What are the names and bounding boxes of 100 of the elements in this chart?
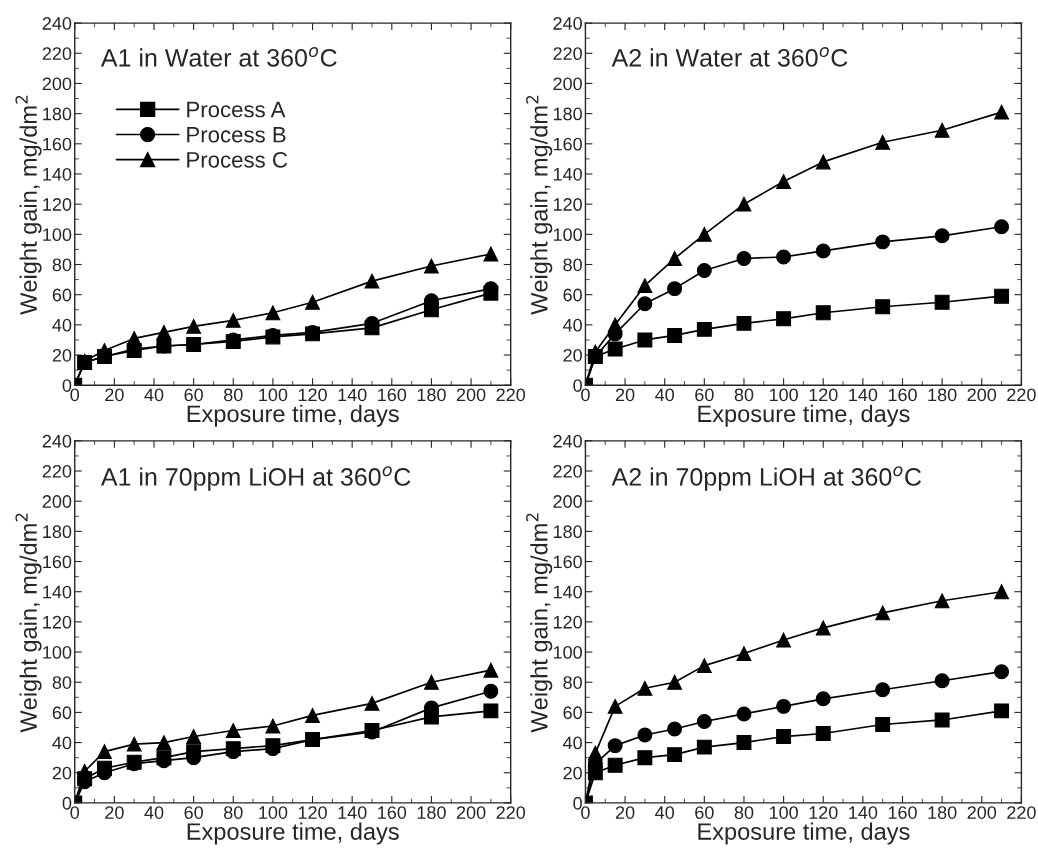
y-tick-label: 180 — [43, 525, 72, 539]
x-axis-title: Exposure time, days — [187, 404, 399, 427]
y-tick-label: 60 — [52, 288, 72, 302]
x-tick-label: 100 — [259, 806, 288, 819]
x-tick-label: 140 — [849, 806, 878, 819]
x-tick-label: 0 — [70, 806, 80, 819]
x-tick-label: 20 — [105, 806, 124, 819]
x-tick-label: 200 — [456, 388, 486, 402]
x-tick-label: 200 — [456, 806, 486, 819]
text: A1 in 70ppm LiOH at 360$^{o}$C — [100, 466, 411, 491]
y-tick-label: 100 — [553, 228, 582, 242]
x-tick-label: 20 — [615, 806, 635, 819]
y-tick-label: 220 — [553, 47, 582, 61]
x-tick-label: 220 — [1007, 388, 1036, 402]
y-tick-label: 180 — [553, 107, 582, 121]
y-tick-label: 0 — [62, 379, 72, 392]
x-tick-label: 120 — [809, 806, 838, 819]
x-tick-label: 60 — [695, 388, 714, 402]
y-tick-label: 60 — [52, 706, 72, 720]
x-axis-title: Exposure time, days — [187, 822, 399, 845]
y-tick-label: 180 — [553, 525, 582, 539]
y-tick-label: 80 — [52, 258, 72, 272]
x-tick-label: 160 — [378, 388, 407, 402]
x-tick-label: 120 — [809, 388, 838, 402]
x-tick-label: 80 — [734, 806, 754, 819]
x-tick-label: 20 — [615, 388, 635, 402]
y-tick-label: 120 — [43, 198, 72, 211]
x-tick-label: 200 — [967, 806, 997, 819]
text: A2 in 70ppm LiOH at 360$^{o}$C — [611, 466, 922, 491]
x-tick-label: 220 — [1007, 806, 1036, 819]
x-tick-label: 180 — [928, 388, 957, 402]
y-tick-label: 220 — [42, 47, 72, 61]
x-tick-label: 200 — [967, 388, 997, 402]
y-tick-label: 140 — [43, 585, 72, 599]
y-tick-label: 160 — [43, 137, 72, 151]
x-tick-label: 40 — [144, 806, 164, 819]
x-tick-label: 120 — [298, 806, 327, 819]
y-tick-label: 200 — [553, 77, 582, 91]
y-tick-label: 160 — [553, 555, 582, 569]
y-tick-label: 140 — [553, 167, 582, 181]
y-tick-label: 120 — [43, 615, 72, 629]
y-tick-label: 40 — [52, 318, 72, 332]
y-tick-label: 120 — [553, 615, 582, 629]
x-tick-label: 180 — [417, 806, 446, 819]
x-tick-label: 180 — [417, 388, 446, 402]
x-tick-label: 120 — [298, 388, 327, 402]
y-axis-title: Weight gain, mg/dm$^{2}$ — [15, 513, 42, 733]
y-tick-label: 160 — [43, 555, 72, 569]
y-tick-label: 80 — [52, 676, 72, 689]
x-tick-label: 40 — [655, 806, 675, 819]
y-axis-title: Weight gain, mg/dm$^{2}$ — [526, 513, 553, 733]
y-tick-label: 0 — [62, 796, 72, 810]
y-tick-label: 200 — [553, 495, 582, 508]
x-tick-label: 80 — [224, 388, 243, 402]
x-tick-label: 40 — [655, 388, 675, 402]
x-tick-label: 140 — [338, 388, 367, 402]
x-tick-label: 60 — [184, 806, 203, 819]
x-tick-label: 80 — [224, 806, 243, 819]
x-tick-label: 140 — [338, 806, 367, 819]
y-axis-title: Weight gain, mg/dm$^{2}$ — [526, 95, 553, 315]
y-tick-label: 40 — [562, 318, 582, 332]
x-tick-label: 220 — [496, 806, 526, 819]
y-tick-label: 80 — [563, 676, 582, 689]
y-tick-label: 0 — [573, 379, 582, 392]
y-tick-label: 240 — [42, 17, 72, 30]
legend-label: Process C — [187, 151, 288, 168]
x-tick-label: 60 — [695, 806, 714, 819]
y-tick-label: 20 — [52, 348, 72, 362]
y-tick-label: 20 — [52, 766, 72, 780]
y-tick-label: 160 — [553, 137, 582, 151]
x-tick-label: 100 — [769, 806, 798, 819]
y-tick-label: 40 — [52, 736, 72, 750]
x-tick-label: 80 — [734, 388, 754, 402]
y-axis-title: Weight gain, mg/dm$^{2}$ — [15, 95, 42, 315]
y-tick-label: 60 — [563, 288, 582, 302]
y-tick-label: 140 — [43, 167, 72, 181]
legend-label: Process A — [187, 101, 286, 118]
x-tick-label: 40 — [144, 388, 164, 402]
x-tick-label: 160 — [378, 806, 407, 819]
y-tick-label: 80 — [563, 258, 582, 272]
y-tick-label: 0 — [573, 796, 582, 810]
y-tick-label: 220 — [553, 464, 582, 478]
y-tick-label: 200 — [42, 77, 72, 91]
y-tick-label: 100 — [43, 645, 72, 659]
x-tick-label: 100 — [769, 388, 798, 402]
y-tick-label: 100 — [553, 645, 582, 659]
x-tick-label: 100 — [259, 388, 288, 402]
x-axis-title: Exposure time, days — [698, 404, 910, 427]
y-tick-label: 140 — [553, 585, 582, 599]
y-tick-label: 180 — [43, 107, 72, 121]
y-tick-label: 20 — [563, 766, 582, 780]
x-tick-label: 140 — [849, 388, 878, 402]
text: A1 in Water at 360$^{o}$C — [100, 47, 337, 67]
text: A2 in Water at 360$^{o}$C — [611, 47, 848, 67]
y-tick-label: 100 — [43, 228, 72, 242]
x-tick-label: 220 — [496, 388, 526, 402]
x-tick-label: 60 — [184, 388, 203, 402]
x-tick-label: 180 — [928, 806, 957, 819]
y-tick-label: 200 — [42, 495, 72, 508]
x-tick-label: 0 — [581, 806, 590, 819]
